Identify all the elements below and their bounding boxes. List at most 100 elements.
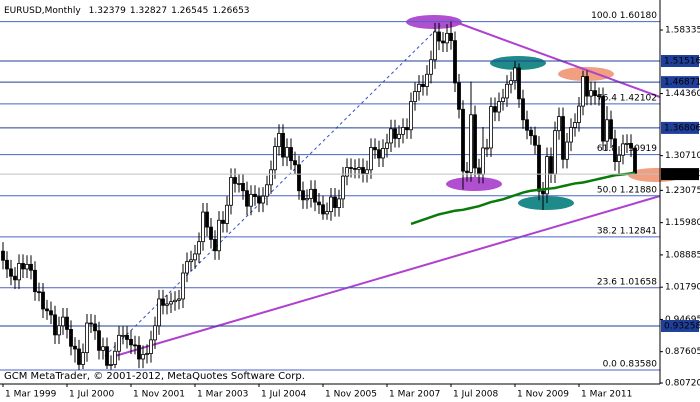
candle-body: [481, 147, 485, 175]
candle-body: [617, 154, 621, 162]
candle-body: [113, 350, 117, 365]
candle-body: [597, 95, 601, 98]
candle-body: [577, 105, 581, 123]
candle-body: [561, 116, 565, 160]
candle-body: [57, 325, 61, 336]
candle-body: [201, 211, 205, 243]
ohlc-close: 1.26653: [212, 6, 249, 16]
x-tick-label: 1 Jul 2008: [453, 390, 498, 400]
candle-body: [169, 301, 173, 305]
candle-body: [185, 261, 189, 274]
candle-body: [153, 325, 157, 341]
candle-body: [249, 193, 253, 207]
candle-body: [385, 142, 389, 149]
candle-body: [141, 354, 145, 360]
candle-body: [585, 76, 589, 97]
candle-body: [565, 141, 569, 160]
candle-body: [45, 308, 49, 312]
candle-body: [149, 339, 153, 354]
candle-body: [321, 204, 325, 215]
candle-body: [129, 339, 133, 346]
candle-body: [133, 344, 137, 347]
candle-body: [445, 32, 449, 44]
candle-body: [369, 147, 373, 171]
ellipse: [490, 56, 546, 70]
candle-body: [205, 211, 209, 228]
ellipse: [446, 177, 502, 191]
candle-body: [509, 80, 513, 85]
candle-body: [425, 73, 429, 87]
candle-body: [9, 268, 13, 277]
price-box-label: 1.46871: [664, 78, 700, 88]
candle-body: [457, 82, 461, 110]
candle-body: [53, 314, 57, 336]
candle-body: [337, 198, 341, 208]
fib-label: 50.0 1.21880: [597, 185, 657, 195]
candle-body: [221, 219, 225, 224]
candle-body: [341, 175, 345, 200]
y-tick-label: 1.08885: [665, 250, 700, 260]
x-tick-label: 1 Nov 2001: [133, 390, 185, 400]
candle-body: [609, 119, 613, 140]
candle-body: [261, 195, 265, 204]
x-tick-label: 1 Mar 1999: [5, 390, 57, 400]
fib-label: 38.2 1.12841: [597, 226, 657, 236]
candle-body: [161, 298, 165, 306]
x-tick-label: 1 Nov 2009: [517, 390, 569, 400]
candle-body: [493, 106, 497, 113]
y-tick-label: 1.58335: [665, 25, 700, 35]
candle-body: [401, 127, 405, 135]
candle-body: [109, 364, 113, 366]
candle-body: [537, 144, 541, 192]
candle-body: [465, 170, 469, 173]
candle-body: [469, 114, 473, 173]
candle-body: [309, 188, 313, 199]
price-box: [661, 121, 699, 134]
x-tick-label: 1 Mar 2007: [389, 390, 440, 400]
candle-body: [505, 83, 509, 99]
x-tick-label: 1 Nov 2005: [325, 390, 377, 400]
candle-body: [433, 31, 437, 61]
candle-body: [525, 119, 529, 131]
candle-body: [93, 323, 97, 332]
candle-body: [145, 353, 149, 355]
candle-body: [5, 259, 9, 270]
candle-body: [1, 250, 5, 261]
candle-body: [301, 190, 305, 201]
candle-body: [317, 201, 321, 206]
candle-body: [421, 83, 425, 87]
candle-body: [629, 143, 633, 149]
chart-title: EURUSD,Monthly 1.32379 1.32827 1.26545 1.266…: [4, 6, 250, 16]
candle-body: [97, 330, 101, 351]
candle-body: [121, 334, 125, 337]
price-box-label: 1.36806: [664, 123, 700, 133]
candle-body: [613, 138, 617, 162]
current-price-label: 1.26653: [664, 170, 700, 180]
candle-body: [269, 169, 273, 186]
candle-body: [229, 177, 233, 206]
trend-line: [114, 195, 661, 357]
candle-body: [273, 146, 277, 171]
candle-body: [389, 128, 393, 144]
trend-line: [449, 19, 661, 98]
candle-body: [409, 101, 413, 131]
candle-body: [349, 167, 353, 169]
candle-body: [513, 67, 517, 82]
candle-body: [501, 97, 505, 102]
x-tick-label: 1 Jul 2004: [261, 390, 306, 400]
candle-body: [381, 148, 385, 159]
candle-body: [413, 91, 417, 102]
candle-body: [593, 90, 597, 97]
current-price-box: [661, 168, 699, 181]
candle-body: [397, 133, 401, 139]
candle-body: [461, 108, 465, 172]
candle-body: [429, 59, 433, 75]
candle-body: [49, 310, 53, 316]
fib-label: 100.0 1.60180: [591, 11, 657, 21]
y-tick-label: 1.23075: [665, 186, 700, 196]
candle-body: [25, 263, 29, 270]
price-box: [661, 55, 699, 68]
candle-body: [281, 132, 285, 158]
fib-label: 23.6 1.01658: [597, 277, 657, 287]
